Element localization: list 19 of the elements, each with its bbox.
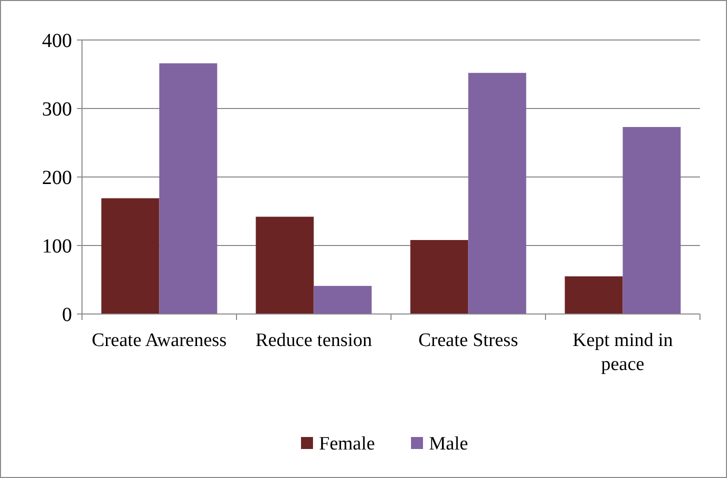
y-tick-label: 300 [42, 98, 72, 120]
y-tick-label: 100 [42, 236, 72, 258]
bar [410, 240, 468, 314]
bar [159, 63, 218, 314]
y-tick-label: 200 [42, 167, 72, 189]
bar [564, 276, 623, 314]
bar [314, 286, 372, 314]
legend-label: Male [429, 434, 468, 455]
x-tick-label: Create Awareness [92, 330, 227, 351]
bar [101, 198, 160, 314]
x-tick-label: Reduce tension [255, 330, 373, 351]
bar [622, 126, 681, 314]
legend-label: Female [319, 434, 375, 455]
y-tick-label: 0 [62, 304, 72, 326]
bar [256, 216, 314, 314]
x-tick-label: Create Stress [418, 330, 518, 351]
x-tick-label: Kept mind in peace [572, 330, 674, 375]
bar [468, 72, 526, 314]
y-tick-label: 400 [42, 30, 72, 52]
